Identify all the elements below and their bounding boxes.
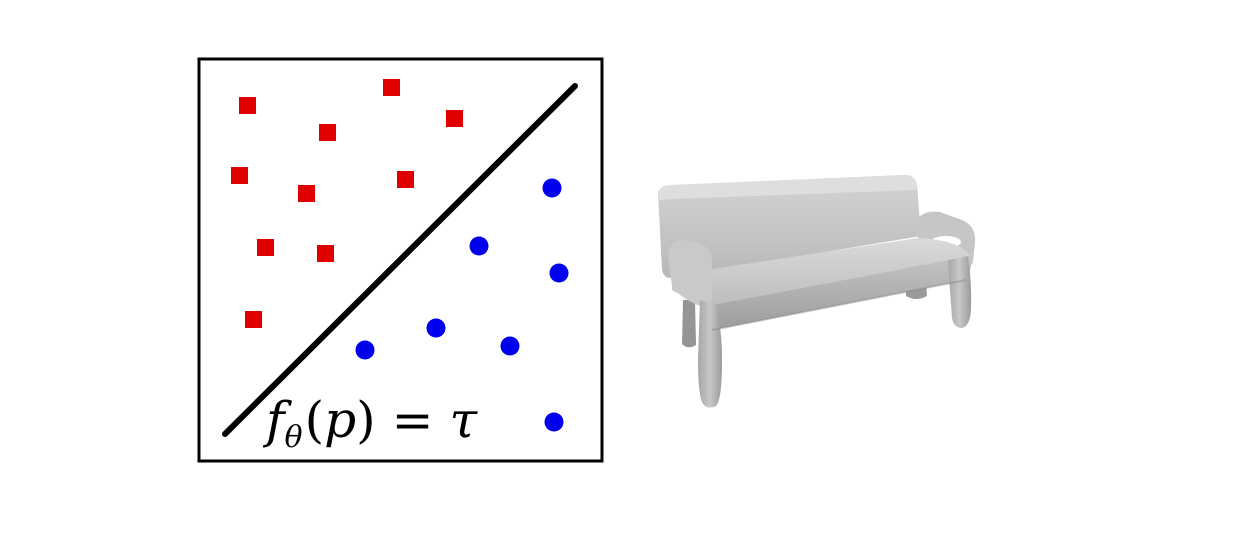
equation-open-paren: (: [305, 391, 325, 449]
equation-argument: p: [324, 391, 356, 449]
bench-shadow-line: [711, 279, 967, 331]
bench-seat: [672, 238, 970, 306]
decision-diagram: fθ(p) = τ: [197, 57, 604, 463]
bench-render: [658, 175, 976, 408]
bench-backrest: [658, 175, 921, 278]
bench-seat-front: [700, 256, 971, 330]
bench-backrest-top: [658, 175, 917, 200]
level-set-equation: fθ(p) = τ: [262, 391, 479, 455]
red-square-icon: [239, 97, 256, 114]
blue-circle-icon: [426, 318, 446, 338]
equation-close-paren: ): [356, 391, 376, 449]
red-square-icon: [383, 79, 400, 96]
bench-rear-leg: [682, 300, 696, 348]
bench-left-armrest: [668, 240, 712, 306]
blue-circle-icon: [542, 178, 562, 198]
equation-equals: =: [392, 391, 434, 449]
inside-points: [355, 178, 569, 432]
blue-circle-icon: [469, 236, 489, 256]
red-square-icon: [317, 245, 334, 262]
blue-circle-icon: [500, 336, 520, 356]
equation-rhs: τ: [450, 391, 479, 449]
red-square-icon: [245, 311, 262, 328]
red-square-icon: [446, 110, 463, 127]
outside-points: [231, 79, 463, 328]
red-square-icon: [319, 124, 336, 141]
blue-circle-icon: [549, 263, 569, 283]
blue-circle-icon: [355, 340, 375, 360]
equation-subscript: θ: [285, 420, 303, 455]
red-square-icon: [298, 185, 315, 202]
bench-front-right-leg: [948, 256, 972, 328]
red-square-icon: [257, 239, 274, 256]
red-square-icon: [231, 167, 248, 184]
decision-boundary-line: [222, 83, 578, 437]
blue-circle-icon: [544, 412, 564, 432]
bench-front-left-leg: [698, 300, 722, 408]
red-square-icon: [397, 171, 414, 188]
